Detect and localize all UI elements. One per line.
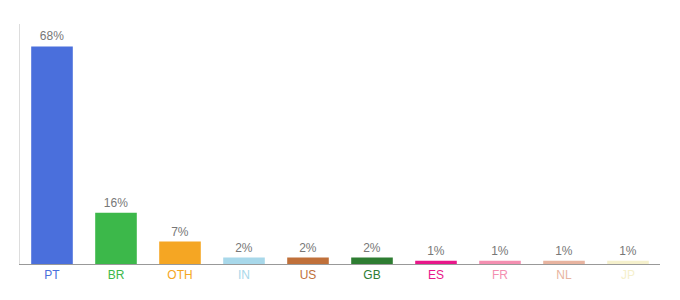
svg-text:BR: BR <box>108 268 125 282</box>
svg-text:NL: NL <box>556 268 572 282</box>
svg-text:16%: 16% <box>104 196 128 210</box>
svg-text:2%: 2% <box>235 241 253 255</box>
svg-text:GB: GB <box>363 268 380 282</box>
svg-text:PT: PT <box>44 268 60 282</box>
svg-text:1%: 1% <box>491 244 509 258</box>
svg-text:1%: 1% <box>555 244 573 258</box>
svg-text:ES: ES <box>428 268 444 282</box>
svg-text:OTH: OTH <box>167 268 192 282</box>
svg-text:JP: JP <box>621 268 635 282</box>
svg-text:2%: 2% <box>299 241 317 255</box>
svg-text:IN: IN <box>238 268 250 282</box>
svg-text:1%: 1% <box>619 244 637 258</box>
svg-text:68%: 68% <box>40 29 64 43</box>
svg-text:US: US <box>300 268 317 282</box>
svg-text:7%: 7% <box>171 225 189 239</box>
svg-text:2%: 2% <box>363 241 381 255</box>
svg-text:FR: FR <box>492 268 508 282</box>
svg-text:1%: 1% <box>427 244 445 258</box>
